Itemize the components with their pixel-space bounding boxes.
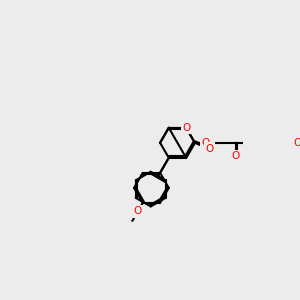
Text: O: O [182, 123, 190, 133]
Text: O: O [293, 138, 300, 148]
Text: O: O [232, 151, 240, 161]
Text: O: O [134, 206, 142, 216]
Text: O: O [202, 138, 210, 148]
Text: O: O [205, 144, 213, 154]
